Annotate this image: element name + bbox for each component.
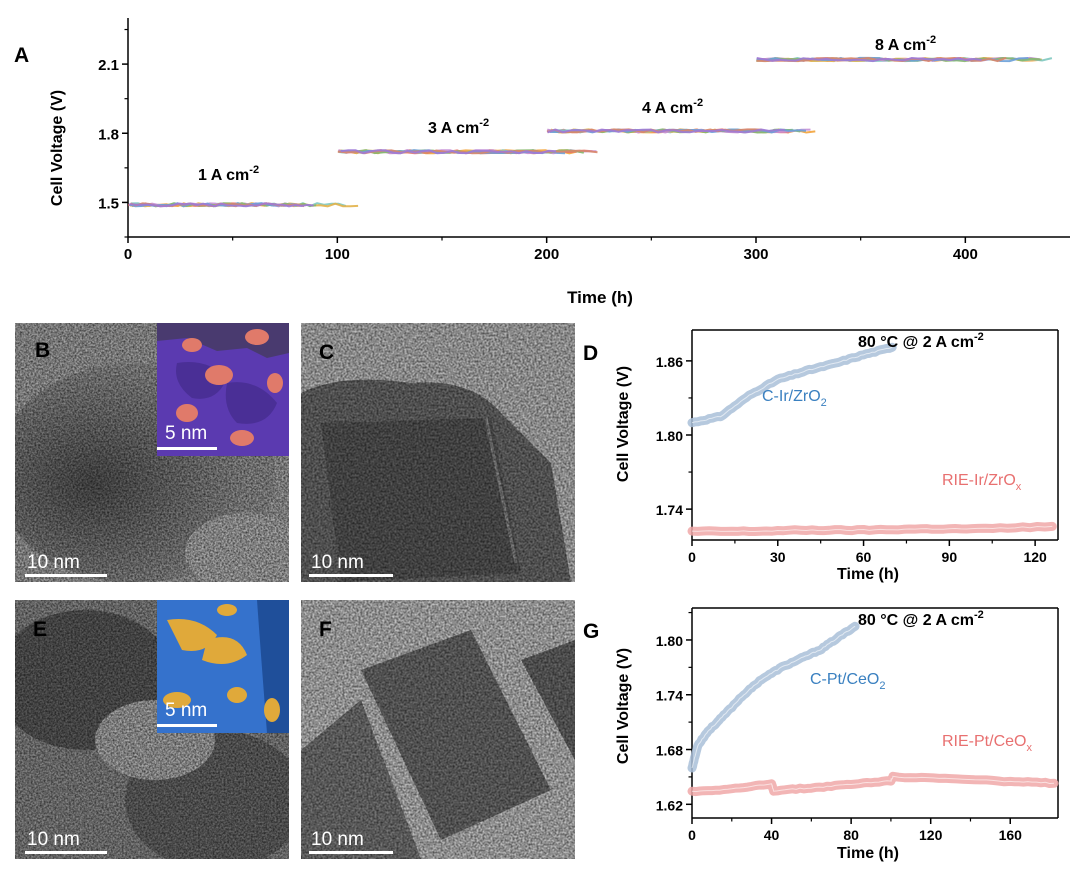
chart-a: A 0 100 200 300 400 1.5 1.8 2.1 Time (h) Cell V… <box>14 18 1070 307</box>
tem-image-c: C 10 nm <box>301 323 575 582</box>
chart-a-ylabel: Cell Voltage (V) <box>49 90 66 206</box>
chart-a-xtick-label: 400 <box>953 246 978 263</box>
chart-g-series-highlight <box>691 625 856 769</box>
chart-g-condition: 80 °C @ 2 A cm-2 <box>858 609 984 629</box>
chart-d-ytick-label: 1.74 <box>656 502 683 518</box>
chart-d-xtick-label: 30 <box>770 549 786 565</box>
panel-label-c: C <box>319 341 335 364</box>
inset-3d-render-b <box>157 323 289 456</box>
tem-image-f: F 10 nm <box>301 600 575 859</box>
chart-g-series <box>687 621 1059 797</box>
chart-a-ytick-label: 2.1 <box>98 57 119 74</box>
inset-scale-bar-b <box>157 447 217 450</box>
inset-scale-text-b: 5 nm <box>165 423 208 444</box>
chart-d-ylabel: Cell Voltage (V) <box>615 366 632 482</box>
panel-label-a: A <box>14 44 29 67</box>
chart-d-series-band <box>687 342 897 428</box>
chart-d-series <box>687 342 1057 536</box>
chart-g-xlabel: Time (h) <box>837 845 899 862</box>
scale-bar-c <box>309 574 393 577</box>
panel-label-b: B <box>35 339 51 362</box>
chart-g-xtick-label: 160 <box>999 827 1023 843</box>
chart-d-condition: 80 °C @ 2 A cm-2 <box>858 331 984 351</box>
chart-a-series-line <box>129 202 314 208</box>
chart-g-ytick-label: 1.62 <box>656 797 683 813</box>
chart-a-series-line <box>756 56 982 63</box>
chart-g-ytick-label: 1.80 <box>656 633 683 649</box>
chart-g-axes: 0 40 80 120 160 1.62 1.68 1.74 1.80 <box>656 607 1059 843</box>
chart-g-series-highlight <box>691 775 1055 793</box>
scale-bar-e <box>25 851 107 854</box>
chart-a-annotation-4: 4 A cm-2 <box>642 97 703 117</box>
scale-text-e: 10 nm <box>27 829 80 850</box>
chart-d-xtick-label: 0 <box>688 549 696 565</box>
chart-d-xlabel: Time (h) <box>837 566 899 583</box>
tem-texture-c <box>301 323 575 582</box>
panel-label-e: E <box>33 618 48 641</box>
chart-a-ytick-label: 1.8 <box>98 126 119 143</box>
chart-g-xtick-label: 80 <box>843 827 859 843</box>
chart-a-xtick-label: 0 <box>124 246 132 263</box>
panel-label-d: D <box>583 342 598 365</box>
chart-g-label-1: C-Pt/CeO2 <box>810 671 885 692</box>
chart-g: G 0 40 80 120 160 1.62 1.68 1.74 1.80 80 °C @ 2 … <box>583 607 1059 862</box>
chart-d-series-highlight <box>691 346 893 424</box>
scale-text-f: 10 nm <box>311 829 364 850</box>
chart-g-ytick-label: 1.74 <box>656 688 683 704</box>
scale-bar-f <box>309 851 393 854</box>
chart-d-label-1: C-Ir/ZrO2 <box>762 388 827 409</box>
inset-3d-render-e <box>157 600 289 733</box>
chart-a-annotation-1: 1 A cm-2 <box>198 164 259 184</box>
scale-text-b: 10 nm <box>27 552 80 573</box>
inset-scale-bar-e <box>157 724 217 727</box>
tem-texture-f <box>301 600 575 859</box>
panel-label-g: G <box>583 620 599 643</box>
chart-d-xtick-label: 90 <box>942 549 958 565</box>
chart-g-label-2: RIE-Pt/CeOx <box>942 733 1032 754</box>
scale-bar-b <box>25 574 107 577</box>
chart-a-annotation-3: 3 A cm-2 <box>428 117 489 137</box>
chart-a-xtick-label: 300 <box>743 246 768 263</box>
chart-g-ylabel: Cell Voltage (V) <box>615 648 632 764</box>
tem-image-e: E 5 nm 10 nm <box>15 600 289 859</box>
inset-scale-text-e: 5 nm <box>165 700 208 721</box>
chart-g-xtick-label: 120 <box>919 827 943 843</box>
chart-g-xtick-label: 40 <box>764 827 780 843</box>
chart-g-series-band <box>687 771 1059 797</box>
chart-a-series <box>128 56 1053 208</box>
chart-d-series-highlight <box>691 525 1053 532</box>
chart-g-xtick-label: 0 <box>688 827 696 843</box>
chart-d-xtick-label: 120 <box>1023 549 1047 565</box>
panel-label-f: F <box>319 618 332 641</box>
chart-d-ytick-label: 1.80 <box>656 428 683 444</box>
chart-d-xtick-label: 60 <box>856 549 872 565</box>
inset-3d-b: 5 nm <box>157 323 289 456</box>
chart-a-annotation-8: 8 A cm-2 <box>875 34 936 54</box>
chart-g-series-band <box>687 621 860 773</box>
chart-d-label-2: RIE-Ir/ZrOx <box>942 472 1022 493</box>
chart-g-ytick-label: 1.68 <box>656 743 683 759</box>
chart-d-axes: 0 30 60 90 120 1.74 1.80 1.86 <box>656 329 1059 565</box>
chart-a-xtick-label: 200 <box>534 246 559 263</box>
tem-image-b: B 5 nm 10 nm <box>15 323 289 582</box>
chart-a-series-line <box>547 128 785 134</box>
chart-a-series-line <box>340 149 557 155</box>
scale-text-c: 10 nm <box>311 552 364 573</box>
chart-a-axes: 0 100 200 300 400 1.5 1.8 2.1 <box>98 18 1070 263</box>
chart-a-ytick-label: 1.5 <box>98 195 119 212</box>
chart-d: D 0 30 60 90 120 1.74 1.80 1.86 80 °C @ 2 A cm-… <box>583 329 1059 583</box>
chart-a-xtick-label: 100 <box>325 246 350 263</box>
inset-3d-e: 5 nm <box>157 600 289 733</box>
chart-d-ytick-label: 1.86 <box>656 354 683 370</box>
chart-a-xlabel: Time (h) <box>567 288 633 307</box>
